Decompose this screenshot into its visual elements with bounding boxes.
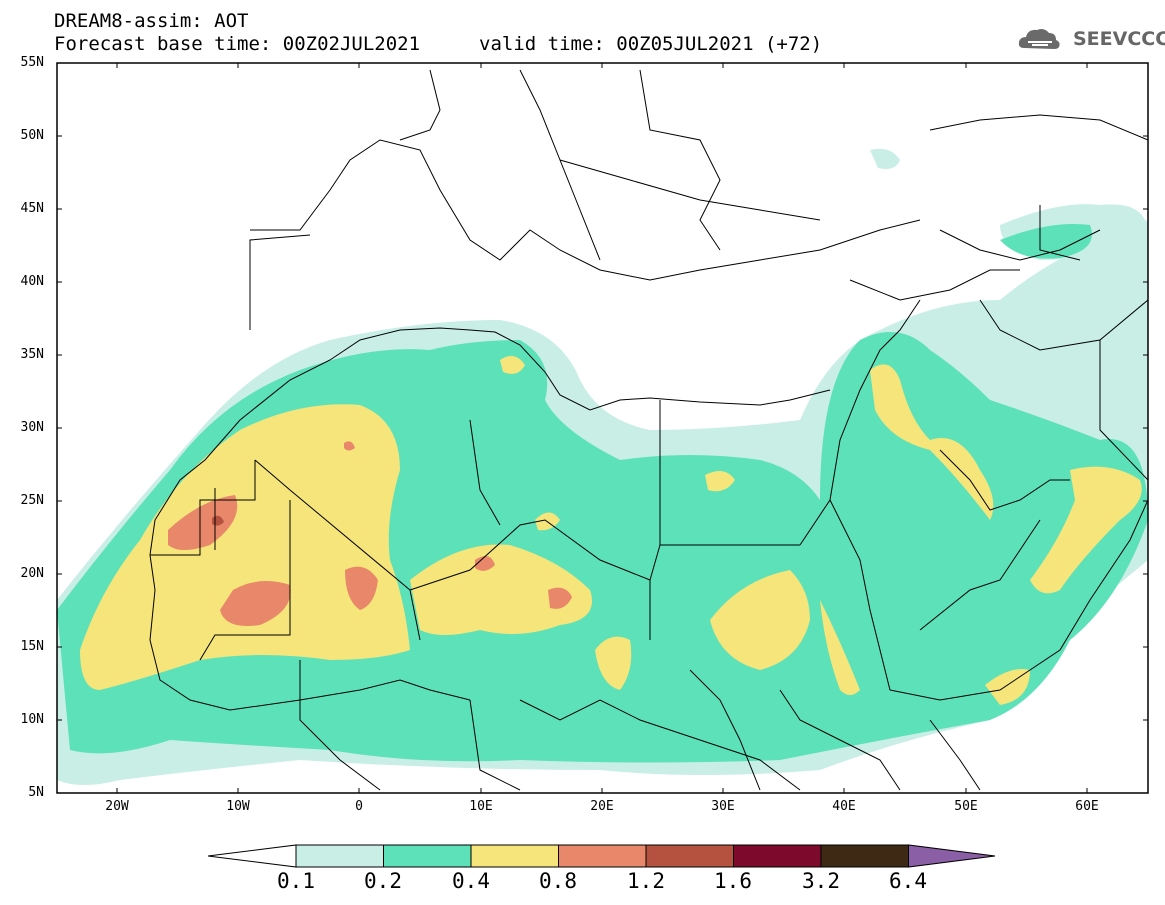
lat-label: 55N bbox=[20, 55, 44, 70]
lon-label: 20E bbox=[590, 799, 614, 814]
lon-label: 30E bbox=[711, 799, 735, 814]
lon-label: 60E bbox=[1075, 799, 1099, 814]
colorbar-label: 0.1 bbox=[277, 869, 315, 893]
lon-label: 10W bbox=[226, 799, 250, 814]
valid-time: valid time: 00Z05JUL2021 (+72) bbox=[479, 33, 823, 55]
axis-ticks bbox=[57, 62, 1148, 793]
lat-label: 10N bbox=[20, 712, 44, 727]
aot-field bbox=[57, 148, 1148, 785]
colorbar-label: 3.2 bbox=[802, 869, 840, 893]
colorbar-label: 6.4 bbox=[889, 869, 927, 893]
colorbar-label: 1.2 bbox=[627, 869, 665, 893]
colorbar-label: 1.6 bbox=[714, 869, 752, 893]
cloud-icon bbox=[1018, 29, 1060, 49]
lat-label: 35N bbox=[20, 347, 44, 362]
colorbar-label: 0.4 bbox=[452, 869, 490, 893]
chart-title: DREAM8-assim: AOT bbox=[54, 10, 249, 32]
lat-label: 30N bbox=[20, 420, 44, 435]
lon-label: 20W bbox=[105, 799, 129, 814]
country-borders bbox=[149, 69, 1148, 791]
colorbar-label: 0.8 bbox=[539, 869, 577, 893]
lat-label: 5N bbox=[28, 785, 44, 800]
lat-label: 20N bbox=[20, 566, 44, 581]
lon-label: 40E bbox=[832, 799, 856, 814]
logo-text: SEEVCCC bbox=[1073, 28, 1165, 50]
lat-label: 15N bbox=[20, 639, 44, 654]
lat-label: 50N bbox=[20, 128, 44, 143]
lon-label: 10E bbox=[469, 799, 493, 814]
lon-label: 0 bbox=[355, 799, 363, 814]
lat-label: 40N bbox=[20, 274, 44, 289]
colorbar-label: 0.2 bbox=[364, 869, 402, 893]
base-time: Forecast base time: 00Z02JUL2021 bbox=[54, 33, 421, 55]
lat-label: 45N bbox=[20, 201, 44, 216]
lat-label: 25N bbox=[20, 493, 44, 508]
lon-label: 50E bbox=[954, 799, 978, 814]
